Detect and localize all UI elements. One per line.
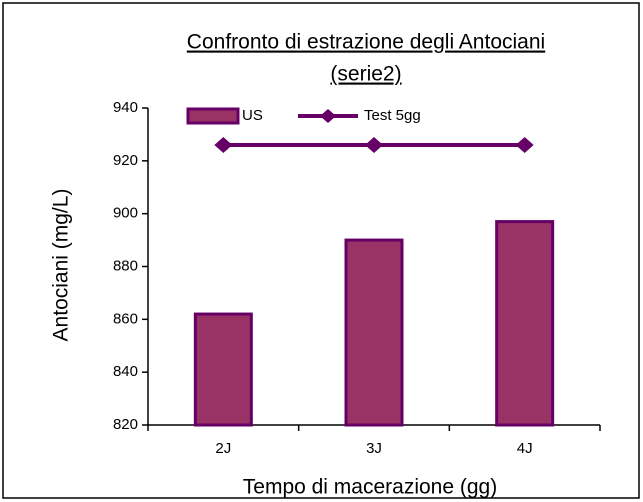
- bar: [495, 220, 555, 427]
- y-tick-label: 900: [113, 205, 138, 222]
- legend-swatch: [186, 107, 240, 125]
- bar: [193, 312, 253, 427]
- y-tick-label: 940: [113, 99, 138, 116]
- x-tick-label: 4J: [517, 440, 533, 457]
- chart-title: (serie2): [330, 63, 401, 86]
- marker: [515, 136, 534, 153]
- x-axis-label: Tempo di macerazione (gg): [243, 476, 497, 499]
- y-tick-label: 840: [113, 363, 138, 380]
- y-tick-label: 880: [113, 257, 138, 274]
- legend-label: US: [242, 107, 263, 124]
- legend-label: Test 5gg: [364, 107, 421, 124]
- chart-title: Confronto di estrazione degli Antociani: [187, 31, 545, 54]
- marker: [214, 136, 233, 153]
- y-axis-label: Antociani (mg/L): [50, 189, 73, 342]
- bar: [344, 238, 404, 427]
- x-tick-label: 3J: [366, 440, 382, 457]
- y-tick-label: 860: [113, 310, 138, 327]
- x-tick-label: 2J: [215, 440, 231, 457]
- y-tick-label: 820: [113, 416, 138, 433]
- marker: [365, 136, 383, 153]
- y-tick-label: 920: [113, 152, 138, 169]
- legend-marker: [320, 109, 336, 123]
